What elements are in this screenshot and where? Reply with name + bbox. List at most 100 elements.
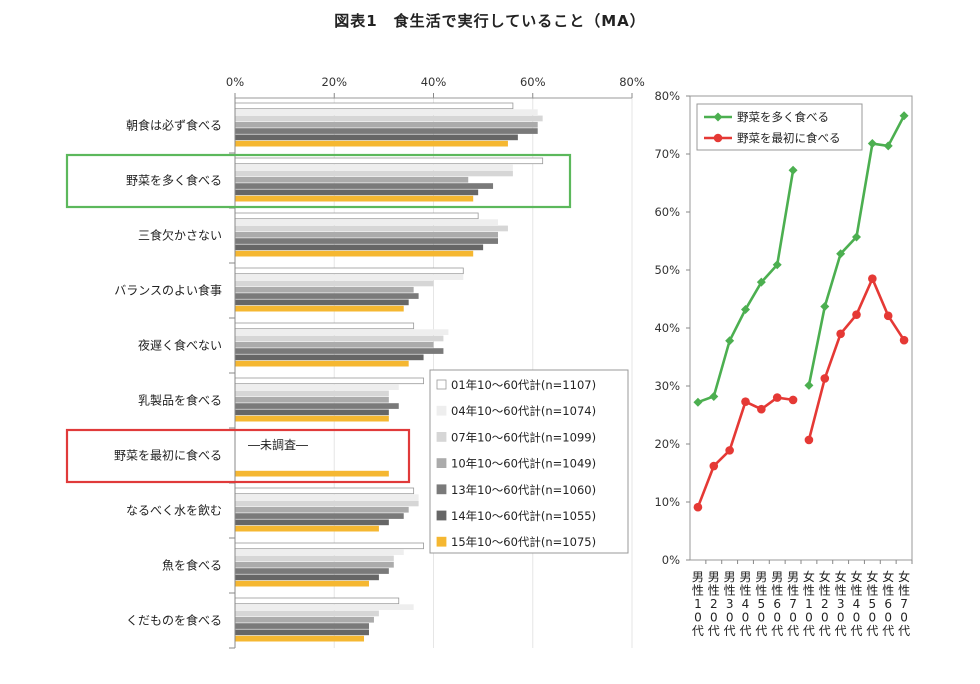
bar-4-4 [235, 348, 444, 354]
bar-4-2 [235, 238, 499, 244]
line-point-0-10 [852, 232, 861, 242]
line-legend-box [696, 103, 863, 151]
line-x-category-char: 性 [771, 584, 783, 598]
line-point-1-11 [868, 274, 877, 284]
line-x-category-char: 代 [898, 624, 910, 638]
line-x-category-char: 性 [835, 584, 847, 598]
bar-1-5 [235, 384, 399, 390]
bar-1-2 [235, 219, 499, 225]
line-x-category-char: 性 [803, 584, 815, 598]
line-point-1-3 [741, 397, 750, 406]
line-x-category-char: 6 [773, 597, 781, 611]
bar-x-tick-label: 20% [321, 75, 347, 89]
line-y-tick-label: 80% [654, 89, 680, 103]
line-x-category-char: 0 [758, 611, 766, 625]
line-x-category-char: 性 [898, 584, 910, 598]
line-x-category-char: 男 [739, 570, 751, 584]
line-x-category-char: 女 [866, 569, 878, 584]
line-point-1-12 [883, 311, 893, 321]
line-point-0-6 [788, 165, 798, 175]
line-x-category-char: 2 [821, 597, 829, 611]
line-point-1-2 [725, 446, 734, 455]
bar-legend-swatch [436, 379, 447, 390]
line-x-category-char: 代 [771, 624, 783, 638]
line-legend-marker [713, 112, 723, 122]
bar-category-label: 乳製品を食べる [138, 393, 222, 408]
bar-category-label: 野菜を最初に食べる [114, 448, 222, 463]
line-point-1-13 [899, 335, 909, 345]
line-point-0-0 [693, 397, 703, 407]
bar-legend-label: 10年10～60代計(n=1049) [451, 457, 596, 471]
line-legend-label: 野菜を多く食べる [737, 110, 829, 124]
bar-6-7 [235, 525, 379, 532]
highlight-box-red [65, 428, 411, 484]
bar-4-7 [235, 513, 404, 519]
line-x-category-char: 5 [869, 597, 877, 611]
line-point-0-3 [741, 304, 750, 314]
line-x-category-char: 代 [835, 624, 847, 638]
line-x-category-char: 1 [805, 597, 813, 611]
bar-5-7 [235, 519, 389, 526]
line-x-category-char: 0 [884, 611, 892, 625]
bar-legend-label: 01年10～60代計(n=1107) [451, 378, 596, 392]
bar-0-3 [234, 267, 464, 275]
bar-4-9 [235, 623, 369, 629]
bar-6-5 [235, 415, 389, 422]
bar-3-7 [235, 506, 409, 513]
line-point-0-11 [867, 139, 877, 149]
line-point-0-4 [756, 277, 766, 287]
bar-5-1 [235, 189, 479, 196]
bar-category-label: 野菜を多く食べる [126, 173, 222, 188]
bar-1-3 [235, 274, 464, 280]
line-series-0-segment-0 [697, 169, 795, 404]
not-surveyed-note: ―未調査― [248, 438, 308, 452]
line-x-category-char: 0 [694, 611, 702, 625]
line-point-0-1 [709, 391, 719, 401]
bar-1-9 [235, 604, 414, 610]
line-point-1-5 [772, 393, 782, 402]
line-series-0-segment-1 [807, 115, 906, 386]
line-x-category-char: 0 [710, 611, 718, 625]
line-x-category-char: 性 [787, 584, 799, 598]
bar-4-0 [235, 128, 538, 134]
line-y-tick-label: 50% [654, 263, 680, 277]
line-x-category-char: 3 [726, 597, 734, 611]
bar-3-4 [235, 341, 434, 348]
bar-0-7 [234, 487, 415, 495]
line-x-category-char: 性 [882, 584, 894, 598]
line-series-1-segment-0 [696, 396, 794, 508]
bar-0-9 [234, 597, 400, 605]
line-series-1-segment-1 [807, 275, 906, 441]
bar-6-9 [235, 635, 365, 642]
line-x-category-char: 代 [708, 624, 720, 638]
bar-0-8 [234, 542, 424, 550]
line-x-category-char: 性 [866, 584, 878, 598]
line-legend-marker [713, 133, 723, 143]
bar-legend-swatch [436, 510, 447, 521]
line-x-category-char: 男 [755, 570, 767, 584]
bar-1-4 [235, 329, 449, 335]
bar-legend-swatch [436, 484, 447, 495]
bar-category-label: 朝食は必ず食べる [126, 118, 222, 133]
line-y-tick-label: 0% [662, 553, 680, 567]
bar-legend-label: 14年10～60代計(n=1055) [451, 509, 596, 523]
line-x-category-char: 性 [819, 584, 831, 598]
bar-x-tick-label: 40% [421, 75, 447, 89]
bar-2-4 [235, 335, 444, 342]
bar-4-5 [235, 403, 399, 409]
line-x-category-char: 4 [742, 597, 750, 611]
line-x-category-char: 代 [866, 624, 878, 638]
line-point-1-6 [788, 395, 798, 405]
line-y-tick-label: 10% [654, 495, 680, 509]
bar-5-4 [235, 354, 424, 361]
line-point-0-8 [820, 302, 830, 312]
line-legend-label: 野菜を最初に食べる [737, 131, 841, 145]
line-x-category-char: 0 [726, 611, 734, 625]
line-x-category-char: 代 [850, 624, 862, 638]
bar-2-8 [235, 555, 394, 562]
bar-legend-swatch [436, 405, 447, 416]
line-x-category-char: 0 [837, 611, 845, 625]
bar-3-9 [235, 616, 374, 623]
line-point-1-0 [693, 502, 703, 512]
bar-3-2 [235, 231, 499, 238]
